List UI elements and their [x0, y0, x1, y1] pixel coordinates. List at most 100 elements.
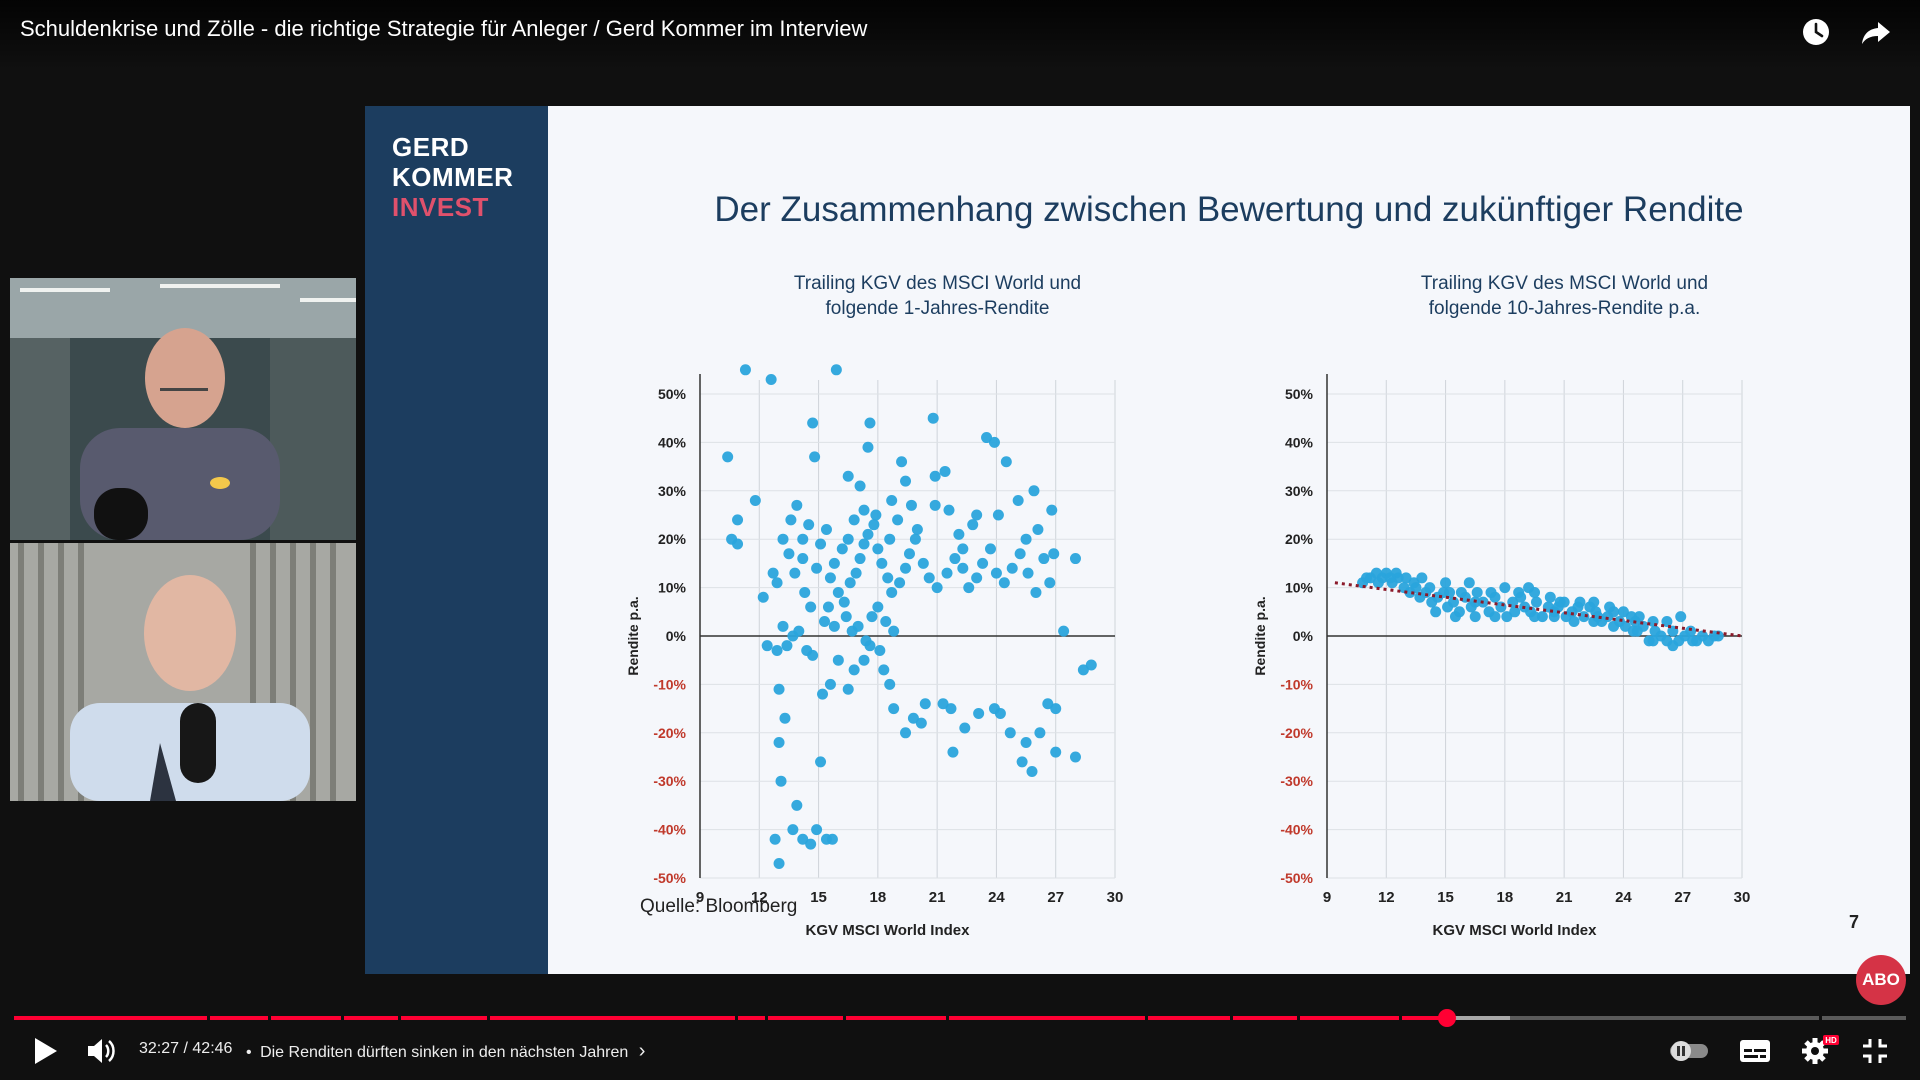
exit-fullscreen-icon	[1863, 1039, 1887, 1063]
data-point	[1044, 577, 1056, 589]
data-point	[971, 509, 983, 521]
data-point	[1685, 625, 1697, 637]
trend-line	[1334, 581, 1743, 638]
data-point	[781, 640, 793, 652]
title-bar: Schuldenkrise und Zölle - die richtige S…	[0, 0, 1920, 70]
data-point	[868, 519, 880, 531]
chapter-button[interactable]: • Die Renditen dürften sinken in den näc…	[246, 1040, 645, 1063]
chapter-mark	[206, 1016, 210, 1020]
progress-bar[interactable]	[14, 1009, 1906, 1027]
video-title[interactable]: Schuldenkrise und Zölle - die richtige S…	[20, 16, 868, 41]
data-point	[1030, 586, 1042, 598]
data-point	[815, 756, 827, 768]
data-point	[1038, 553, 1050, 565]
exit-fullscreen-button[interactable]	[1854, 1030, 1896, 1072]
y-tick-label: 0%	[666, 628, 687, 644]
x-tick-label: 15	[810, 889, 827, 906]
chapter-mark	[1296, 1016, 1300, 1020]
data-point	[858, 504, 870, 516]
data-point	[771, 645, 783, 657]
data-point	[894, 577, 906, 589]
x-axis-label: KGV MSCI World Index	[806, 922, 971, 939]
time-current: 32:27	[139, 1040, 180, 1057]
data-point	[1069, 751, 1081, 763]
data-point	[1608, 620, 1620, 632]
progress-scrubber[interactable]	[1438, 1009, 1456, 1027]
watch-later-icon[interactable]	[1796, 12, 1836, 52]
x-axis-label: KGV MSCI World Index	[1433, 922, 1598, 939]
data-point	[1020, 736, 1032, 748]
time-total: 42:46	[192, 1040, 233, 1057]
data-point	[988, 703, 1000, 715]
data-point	[1523, 582, 1535, 594]
chapter-mark	[267, 1016, 271, 1020]
chapter-mark	[1229, 1016, 1233, 1020]
chart-title-line: folgende 1-Jahres-Rendite	[826, 298, 1050, 319]
data-point	[927, 412, 939, 424]
data-point	[1647, 635, 1659, 647]
data-point	[850, 567, 862, 579]
y-tick-label: 30%	[1285, 483, 1314, 499]
chapter-mark	[341, 1016, 345, 1020]
data-point	[1000, 456, 1012, 468]
chapter-bullet: •	[246, 1044, 252, 1061]
data-point	[732, 538, 744, 550]
chevron-right-icon: ›	[638, 1040, 646, 1062]
subtitles-button[interactable]	[1734, 1030, 1776, 1072]
data-point	[852, 620, 864, 632]
data-point	[1592, 611, 1604, 623]
data-point	[1455, 586, 1467, 598]
play-icon	[35, 1038, 57, 1064]
data-point	[981, 432, 993, 444]
y-tick-label: 50%	[658, 386, 687, 402]
y-tick-label: -10%	[1280, 676, 1313, 692]
data-point	[903, 548, 915, 560]
data-point	[739, 364, 751, 376]
chapter-mark	[945, 1016, 949, 1020]
subtitles-icon	[1740, 1040, 1770, 1062]
data-point	[876, 557, 888, 569]
data-point	[832, 586, 844, 598]
data-point	[1568, 615, 1580, 627]
chapter-mark	[487, 1016, 490, 1020]
data-point	[765, 373, 777, 385]
subscribe-badge[interactable]: ABO	[1856, 955, 1906, 1005]
data-point	[1619, 620, 1631, 632]
data-point	[1032, 524, 1044, 536]
data-point	[1604, 601, 1616, 613]
y-tick-label: 40%	[1285, 434, 1314, 450]
share-icon[interactable]	[1856, 12, 1896, 52]
data-point	[1552, 601, 1564, 613]
data-point	[1410, 582, 1422, 594]
data-point	[1069, 553, 1081, 565]
data-point	[1449, 611, 1461, 623]
data-point	[828, 620, 840, 632]
volume-button[interactable]	[80, 1030, 122, 1072]
gear-icon	[1802, 1038, 1828, 1064]
play-button[interactable]	[24, 1030, 66, 1072]
data-point	[1014, 548, 1026, 560]
data-point	[773, 736, 785, 748]
data-point	[953, 528, 965, 540]
data-point	[929, 499, 941, 511]
data-point	[884, 533, 896, 545]
data-point	[807, 417, 819, 429]
x-tick-label: 21	[1556, 889, 1573, 906]
settings-button[interactable]: HD	[1794, 1030, 1840, 1072]
brand-line-2: KOMMER	[392, 162, 514, 192]
data-point	[854, 480, 866, 492]
data-point	[884, 678, 896, 690]
data-point	[1050, 746, 1062, 758]
autoplay-toggle[interactable]	[1668, 1030, 1712, 1072]
data-point	[977, 557, 989, 569]
y-tick-label: 20%	[658, 531, 687, 547]
data-point	[1361, 572, 1373, 584]
data-point	[842, 533, 854, 545]
data-point	[1012, 494, 1024, 506]
data-point	[1667, 640, 1679, 652]
data-point	[1501, 611, 1513, 623]
data-point	[791, 499, 803, 511]
data-point	[822, 601, 834, 613]
data-point	[1006, 562, 1018, 574]
